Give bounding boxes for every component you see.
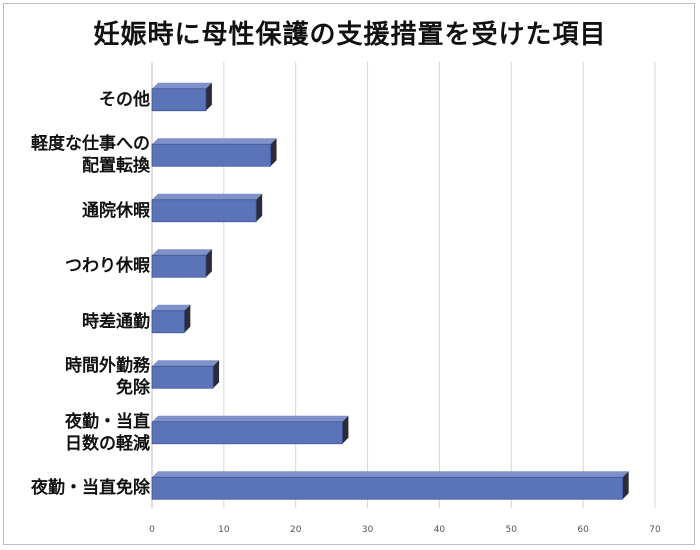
x-tick-label: 0 [149, 525, 155, 535]
category-label: 時差通勤 [82, 311, 150, 332]
bar [151, 82, 212, 112]
bar-side-face [205, 249, 212, 278]
bar [151, 360, 220, 389]
x-tick-label: 40 [434, 525, 446, 535]
category-label: 夜勤・当直 日数の軽減 [65, 411, 150, 454]
bar-side-face [184, 304, 191, 333]
bar [151, 138, 277, 167]
bar-side-face [270, 138, 277, 167]
category-label: 軽度な仕事への 配置転換 [31, 134, 150, 177]
x-tick-label: 50 [506, 525, 518, 535]
bar-side-face [342, 415, 349, 444]
bar-side-face [622, 471, 629, 500]
bar-top-face [152, 304, 191, 311]
bar [151, 249, 212, 278]
bar-front-face [151, 476, 624, 500]
bar [151, 415, 349, 445]
x-tick-label: 20 [290, 525, 302, 535]
bar-top-face [152, 249, 212, 256]
bar-side-face [205, 82, 212, 111]
bar [151, 193, 263, 223]
x-tick-label: 30 [362, 525, 374, 535]
category-label: つわり休暇 [65, 256, 150, 277]
bar-front-face [151, 421, 343, 445]
category-label: その他 [99, 89, 150, 110]
chart-title: 妊娠時に母性保護の支援措置を受けた項目 [93, 20, 607, 50]
bar-front-face [151, 88, 207, 112]
chart-frame [3, 3, 695, 545]
bar [151, 304, 191, 334]
bar-top-face [152, 360, 220, 367]
x-tick-label: 70 [649, 525, 661, 535]
bar-front-face [151, 365, 214, 389]
bar-top-face [152, 193, 263, 200]
category-label: 通院休暇 [82, 200, 150, 221]
bars [151, 82, 629, 500]
bar-top-face [152, 471, 629, 478]
x-tick-label: 60 [577, 525, 589, 535]
bar-top-face [152, 82, 212, 89]
category-label: 時間外勤務 免除 [65, 356, 150, 399]
bar-front-face [151, 143, 271, 167]
x-axis-ticks: 0 10 20 30 40 50 60 70 [149, 525, 661, 535]
bar-front-face [151, 199, 257, 223]
bar-top-face [152, 138, 277, 145]
bar-side-face [213, 360, 220, 389]
bar-side-face [256, 193, 263, 222]
bar [151, 471, 629, 500]
category-label: 夜勤・当直免除 [31, 478, 150, 499]
bar-top-face [152, 415, 349, 422]
x-tick-label: 10 [218, 525, 230, 535]
bar-front-face [151, 254, 207, 278]
bar-front-face [151, 310, 185, 334]
